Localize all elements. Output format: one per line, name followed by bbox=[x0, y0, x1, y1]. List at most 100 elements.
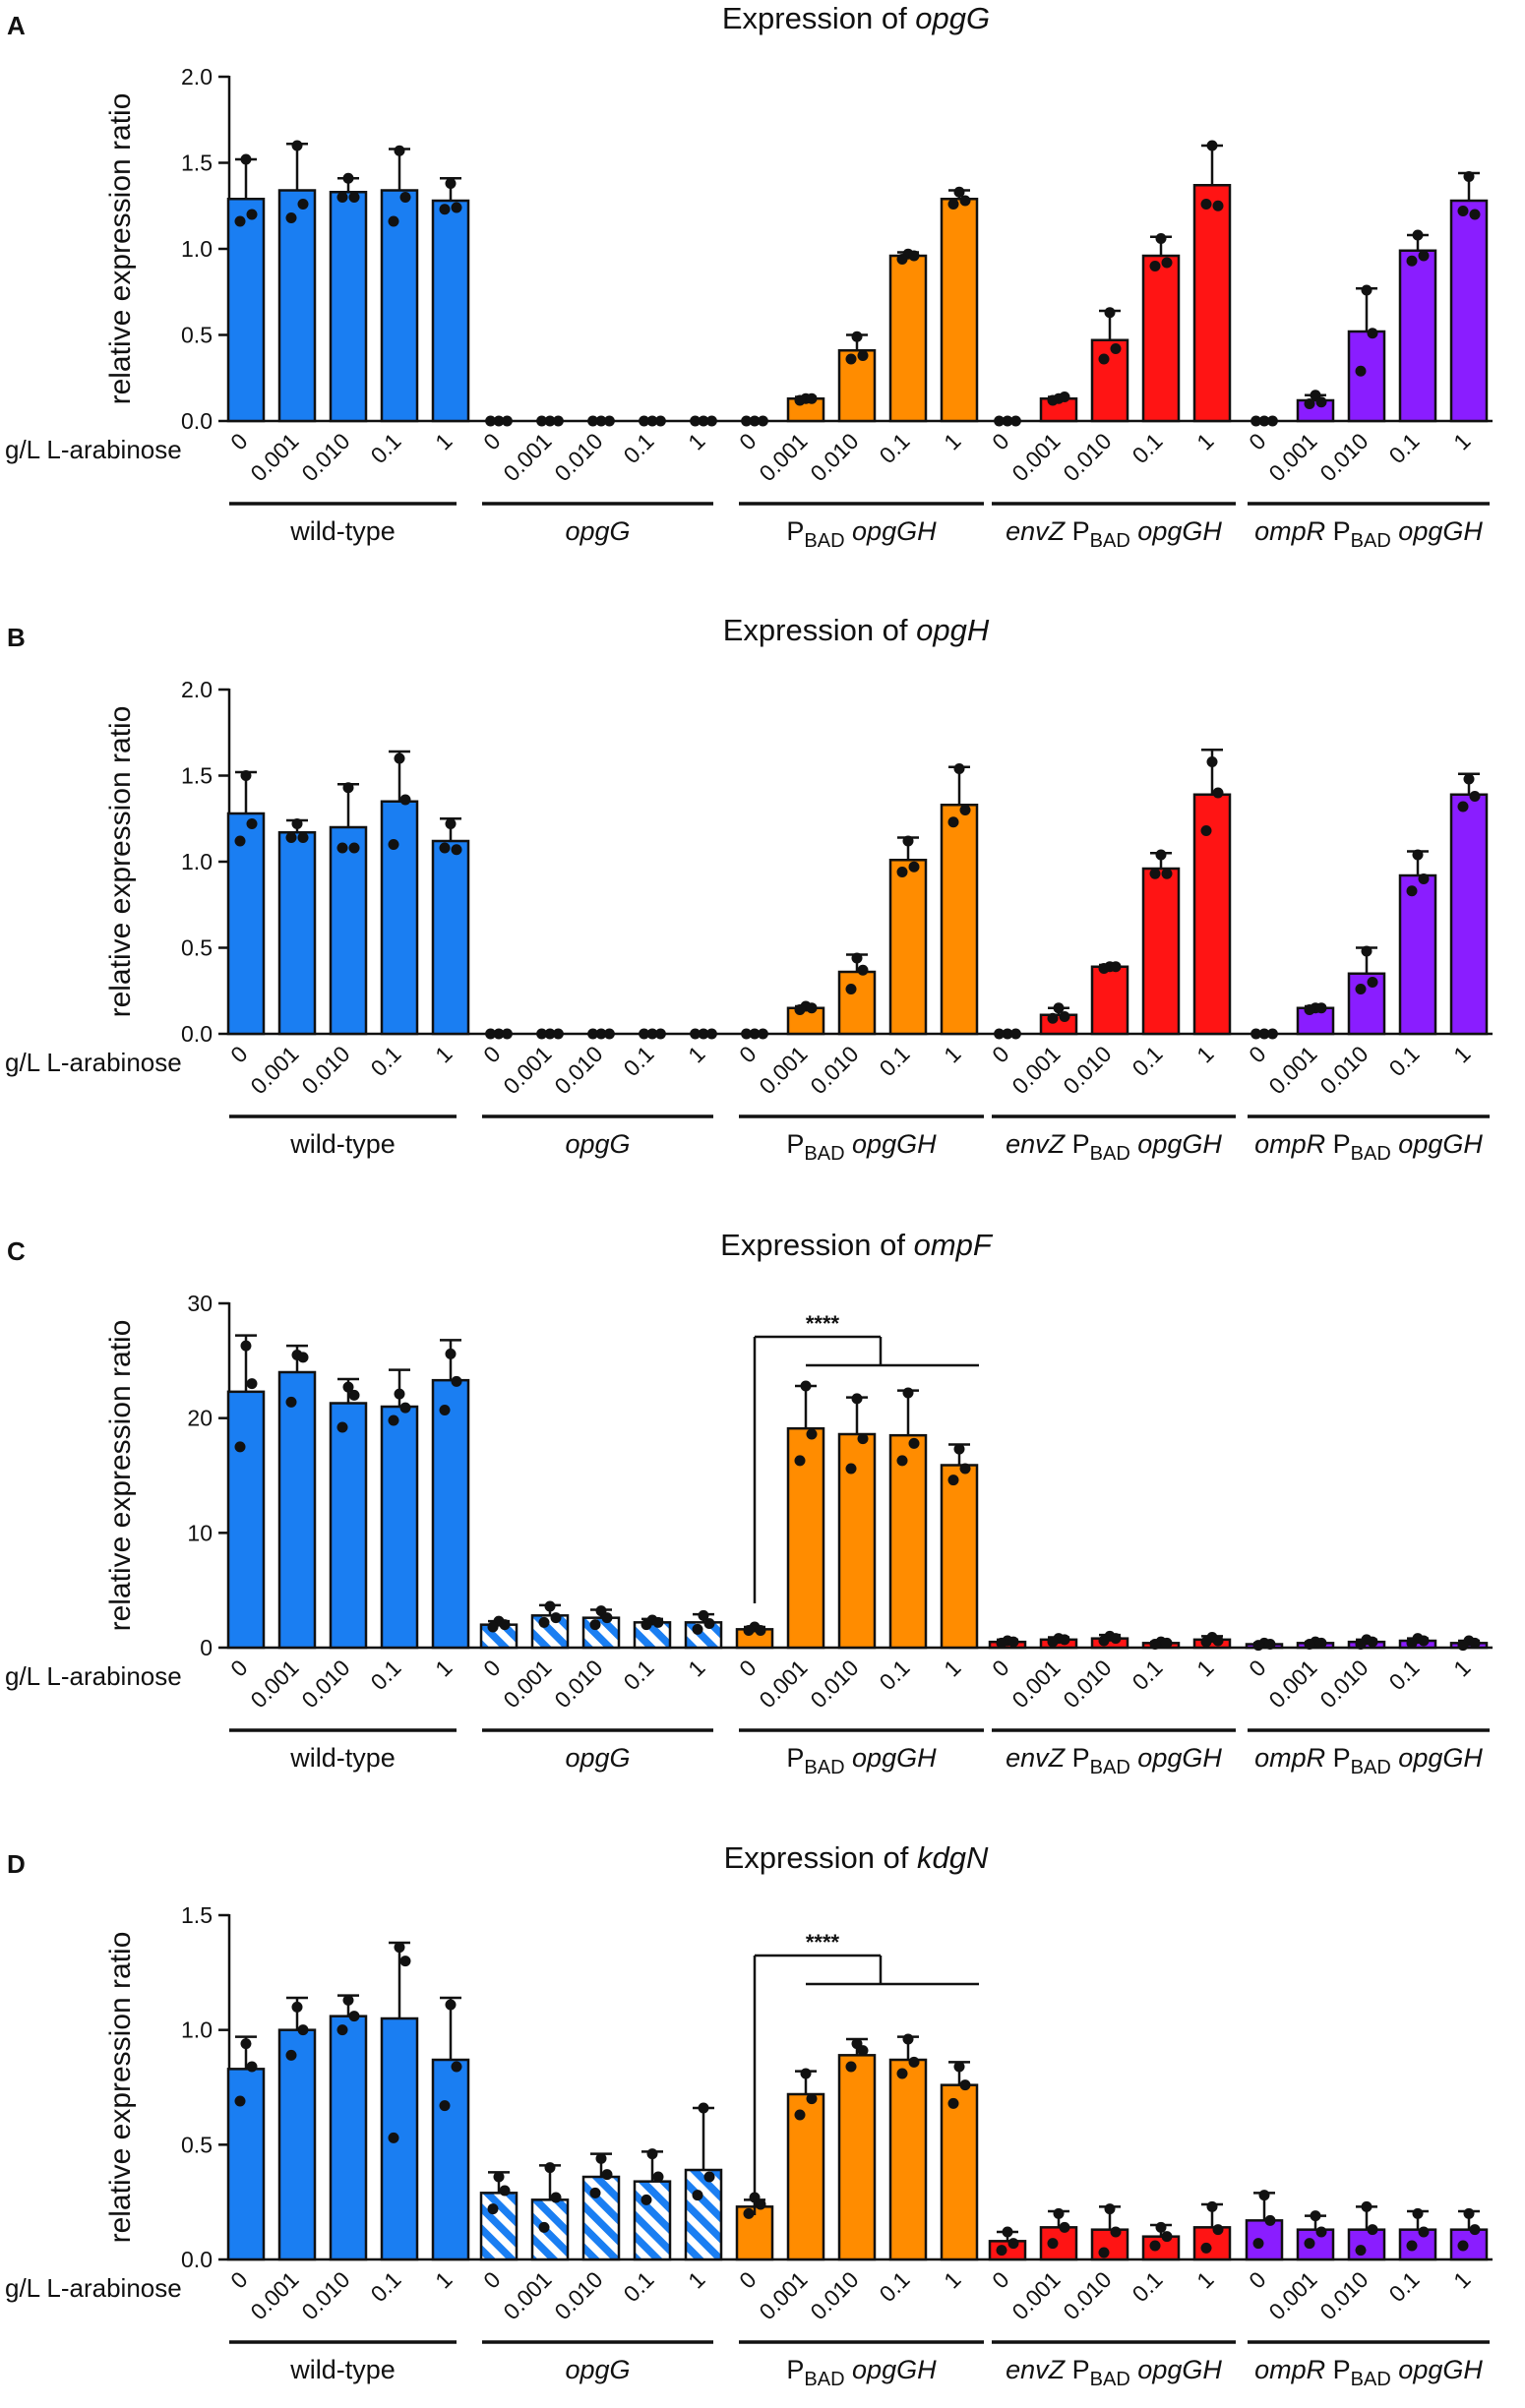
x-tick-label: 1 bbox=[1448, 1655, 1475, 1681]
data-point bbox=[348, 842, 360, 854]
group-label-part: BAD bbox=[1090, 1757, 1130, 1778]
bar bbox=[1347, 330, 1386, 423]
y-tick-label: 0.0 bbox=[181, 1021, 213, 1047]
x-tick-label: 0.1 bbox=[619, 1655, 659, 1695]
data-point bbox=[800, 1380, 812, 1392]
bar bbox=[530, 1614, 570, 1650]
data-point bbox=[959, 805, 971, 815]
data-point bbox=[1149, 2240, 1161, 2252]
chart-panel-b: B Expression of opgH relative expression r… bbox=[5, 613, 1493, 1165]
data-point bbox=[348, 1389, 360, 1401]
data-point bbox=[246, 209, 258, 220]
data-point bbox=[851, 1393, 863, 1405]
group-label-part: opgGH bbox=[1130, 2355, 1223, 2384]
x-tick-label: 0.010 bbox=[296, 428, 354, 486]
data-point bbox=[1161, 257, 1173, 269]
data-point bbox=[388, 839, 399, 850]
x-tick-label: 0.1 bbox=[1384, 428, 1425, 468]
x-tick-label: 0.001 bbox=[1006, 2266, 1065, 2324]
data-point bbox=[1149, 1639, 1161, 1650]
data-point bbox=[959, 195, 971, 207]
x-tick-label: 1 bbox=[1448, 1041, 1475, 1067]
x-tick-label: 1 bbox=[1191, 428, 1218, 454]
bar bbox=[277, 2028, 317, 2261]
data-point bbox=[234, 2095, 246, 2107]
group-label: wild-type bbox=[289, 2355, 396, 2384]
x-tick-label: 0.1 bbox=[1384, 2266, 1425, 2307]
data-point bbox=[692, 1623, 703, 1635]
data-point bbox=[800, 2068, 812, 2079]
x-tick-label: 0.001 bbox=[1006, 428, 1065, 486]
data-point bbox=[703, 1618, 715, 1629]
data-point bbox=[1418, 2226, 1430, 2238]
group-label-part: opgGH bbox=[1130, 516, 1223, 546]
bar bbox=[277, 831, 317, 1036]
x-tick-label: 0.001 bbox=[1006, 1655, 1065, 1713]
x-tick-label: 1 bbox=[939, 1655, 965, 1681]
chart-title-gene: kdgN bbox=[917, 1840, 989, 1875]
bar bbox=[530, 2198, 570, 2261]
data-point bbox=[1266, 1028, 1278, 1040]
data-point bbox=[1002, 1028, 1013, 1040]
chart-title-gene: opgG bbox=[915, 1, 990, 35]
data-point bbox=[1412, 229, 1424, 241]
data-point bbox=[1161, 1637, 1173, 1649]
x-tick-label: 1 bbox=[1191, 1041, 1218, 1067]
data-point bbox=[1053, 2207, 1065, 2219]
x-tick-label: 0 bbox=[1244, 1041, 1270, 1067]
data-point bbox=[1258, 1028, 1270, 1040]
group-label-part: BAD bbox=[1351, 530, 1391, 552]
x-tick-label: 0.001 bbox=[1006, 1041, 1065, 1099]
x-tick-label: 0.1 bbox=[875, 428, 915, 468]
y-tick-label: 30 bbox=[187, 1291, 213, 1316]
bar bbox=[888, 859, 928, 1036]
chart-title-gene: opgH bbox=[916, 613, 990, 647]
group-label: opgG bbox=[565, 516, 630, 546]
group-label-part: opgG bbox=[565, 1129, 630, 1159]
data-point bbox=[959, 1463, 971, 1475]
group-label-part: P bbox=[786, 1129, 804, 1159]
data-point bbox=[1110, 343, 1122, 354]
bar bbox=[380, 2017, 419, 2261]
data-point bbox=[902, 2033, 914, 2045]
data-point bbox=[1304, 1004, 1315, 1015]
data-point bbox=[698, 2102, 709, 2114]
data-point bbox=[1059, 391, 1070, 402]
data-point bbox=[1098, 353, 1110, 365]
group-label-part: P bbox=[786, 516, 804, 546]
data-point bbox=[297, 2024, 309, 2036]
data-point bbox=[646, 1028, 658, 1040]
bar bbox=[277, 189, 317, 423]
data-point bbox=[994, 1028, 1006, 1040]
bar bbox=[226, 2068, 266, 2261]
data-point bbox=[1047, 394, 1059, 406]
y-tick-label: 1.0 bbox=[181, 2017, 213, 2043]
x-tick-label: 1 bbox=[1448, 2266, 1475, 2293]
data-point bbox=[994, 415, 1006, 427]
data-point bbox=[285, 2049, 297, 2061]
group-label-part: envZ bbox=[1006, 516, 1067, 546]
bar bbox=[1449, 199, 1489, 423]
y-tick-label: 2.0 bbox=[181, 64, 213, 90]
panel-letter: A bbox=[7, 11, 26, 40]
group-label-part: opgGH bbox=[845, 1129, 938, 1159]
data-point bbox=[845, 2061, 857, 2073]
x-tick-label: 0 bbox=[734, 2266, 761, 2293]
group-label-part: BAD bbox=[1090, 2369, 1130, 2390]
x-tick-label: 0.001 bbox=[245, 428, 303, 486]
x-tick-label: 0.010 bbox=[549, 428, 607, 486]
x-tick-label: 0.1 bbox=[1128, 1655, 1168, 1695]
x-tick-label: 0.1 bbox=[366, 1041, 406, 1081]
data-point bbox=[1469, 209, 1481, 220]
x-tick-label: 0 bbox=[987, 1041, 1013, 1067]
bar bbox=[1192, 793, 1232, 1036]
data-point bbox=[1053, 1002, 1065, 1014]
x-tick-label: 0.010 bbox=[549, 1041, 607, 1099]
data-point bbox=[493, 415, 505, 427]
group-label-part: BAD bbox=[1090, 1143, 1130, 1165]
data-point bbox=[550, 1612, 562, 1624]
bar bbox=[380, 189, 419, 423]
x-tick-label: 1 bbox=[683, 1041, 709, 1067]
bar bbox=[226, 198, 266, 423]
bar bbox=[684, 2168, 723, 2261]
